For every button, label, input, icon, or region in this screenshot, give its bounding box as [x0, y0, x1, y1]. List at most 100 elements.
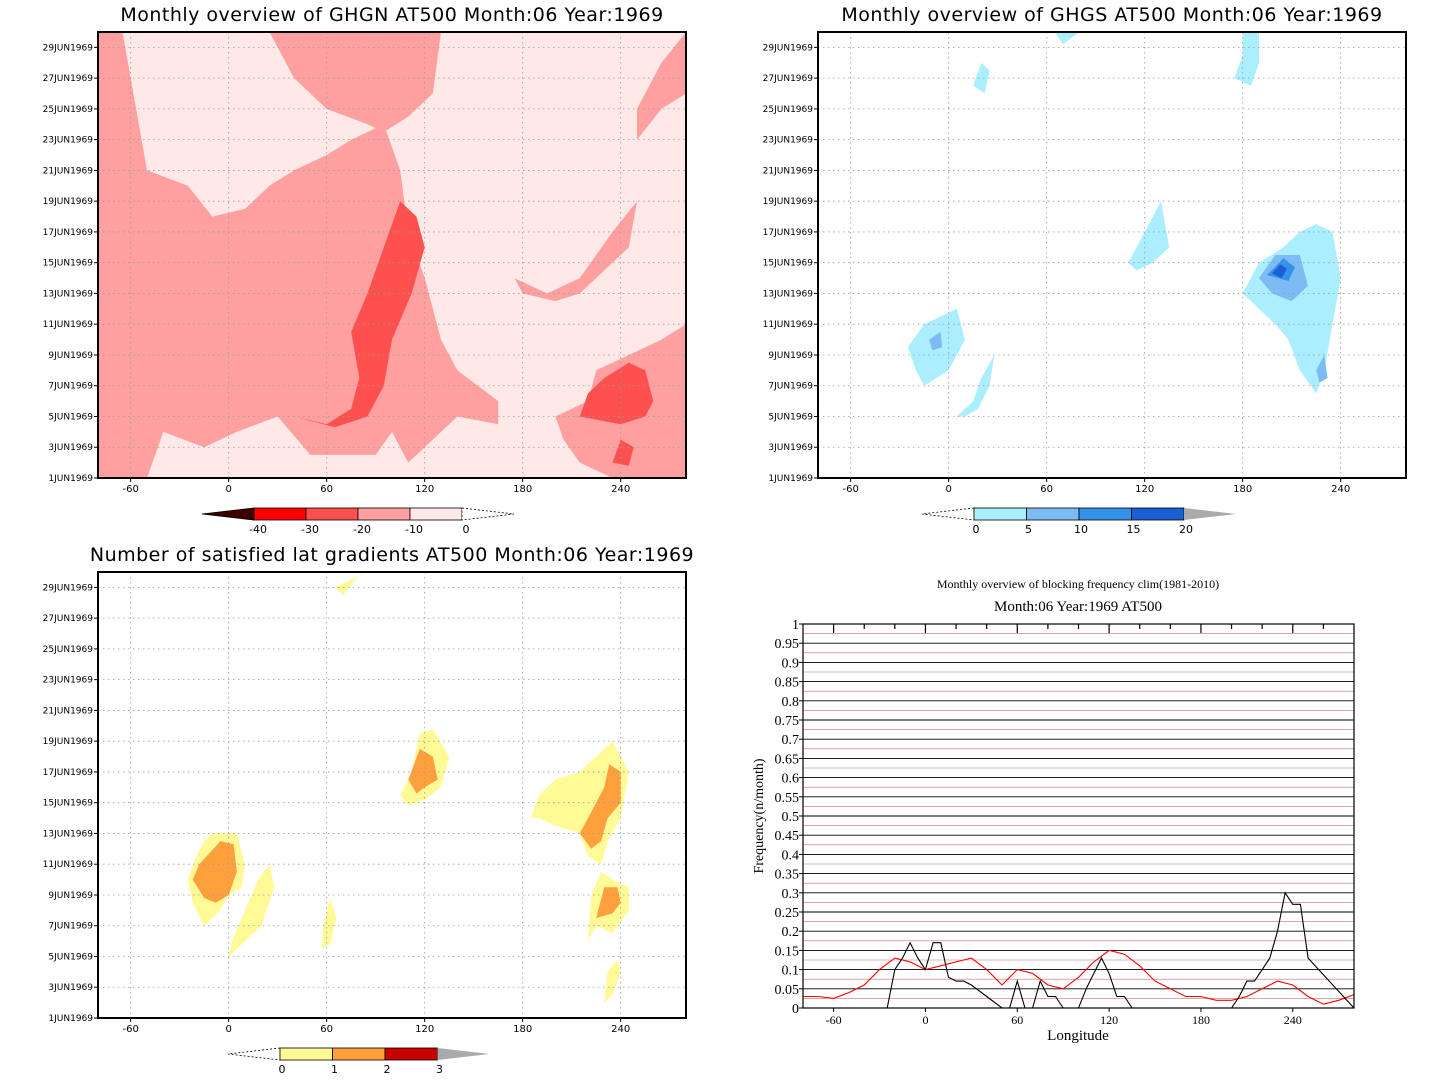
ghgn-colorbar-swatch — [409, 507, 463, 521]
grad-x-tick-label: 240 — [611, 1024, 630, 1035]
grad-contour-region — [192, 841, 237, 903]
ghgn-colorbar-swatch — [253, 507, 307, 521]
ghgn-contour-region — [269, 32, 441, 132]
blocking-y-tick-label: 1 — [792, 618, 799, 633]
ghgn-contour-region — [612, 439, 634, 466]
ghgs-colorbar-swatch — [973, 507, 1027, 521]
ghgs-colorbar: 0 5 10 15 20 — [921, 507, 1236, 536]
ghgs-colorbar-label: 15 — [1127, 523, 1141, 536]
blocking-x-tick-label: 120 — [1100, 1013, 1118, 1027]
ghgn-x-tick-label: 60 — [320, 484, 333, 495]
ghgn-y-tick-label: 9JUN1969 — [48, 351, 93, 361]
ghgn-y-tick-label: 1JUN1969 — [48, 474, 93, 484]
grad-colorbar-swatch — [279, 1047, 333, 1061]
ghgn-x-tick-label: 180 — [513, 484, 532, 495]
grad-y-tick-label: 29JUN1969 — [43, 583, 94, 593]
blocking-y-tick-label: 0.85 — [775, 676, 800, 691]
blocking-y-tick-label: 0.7 — [782, 733, 800, 748]
ghgn-colorbar-under — [201, 507, 255, 521]
ghgn-frame — [97, 31, 687, 479]
grad-y-tick-label: 15JUN1969 — [43, 799, 94, 809]
grad-y-tick-label: 23JUN1969 — [43, 676, 94, 686]
ghgn-y-tick-label: 15JUN1969 — [43, 259, 94, 269]
grad-colorbar-label: 1 — [331, 1063, 338, 1076]
blocking-y-tick-label: 0.6 — [782, 772, 800, 787]
ghgn-y-tick-label: 29JUN1969 — [43, 43, 94, 53]
ghgs-colorbar-label: 0 — [973, 523, 980, 536]
blocking-y-tick-label: 0.75 — [775, 714, 800, 729]
blocking-clim-series-line — [803, 949, 1355, 1005]
blocking-x-tick-label: 0 — [922, 1013, 928, 1027]
ghgn-colorbar-label: -40 — [249, 523, 267, 536]
gradients-colorbar: 0 1 2 3 — [227, 1047, 490, 1076]
ghgs-y-tick-label: 27JUN1969 — [763, 74, 814, 84]
blocking-x-tick-label: 180 — [1192, 1013, 1210, 1027]
ghgn-colorbar-label: 0 — [463, 523, 470, 536]
blocking-y-tick-label: 0.25 — [775, 906, 800, 921]
ghgn-colorbar-label: -20 — [353, 523, 371, 536]
ghgn-y-tick-label: 27JUN1969 — [43, 74, 94, 84]
ghgs-colorbar-label: 20 — [1179, 523, 1193, 536]
ghgn-chart-title: Monthly overview of GHGN AT500 Month:06 … — [120, 4, 663, 26]
ghgn-colorbar-swatch — [357, 507, 411, 521]
ghgs-x-tick-label: 60 — [1040, 484, 1053, 495]
ghgs-contour-region — [956, 355, 995, 417]
ghgs-colorbar-swatch — [1026, 507, 1080, 521]
grad-y-tick-label: 21JUN1969 — [43, 706, 94, 716]
ghgs-y-tick-label: 3JUN1969 — [768, 443, 813, 453]
grad-contour-region — [579, 764, 621, 849]
blocking-x-tick-label: 60 — [1011, 1013, 1023, 1027]
ghgn-x-tick-label: -60 — [122, 484, 138, 495]
blocking-y-tick-label: 0.9 — [782, 656, 800, 671]
grad-colorbar-label: 2 — [384, 1063, 391, 1076]
ghgs-y-tick-label: 7JUN1969 — [768, 382, 813, 392]
ghgs-y-tick-label: 23JUN1969 — [763, 136, 814, 146]
blocking-y-tick-label: 0.1 — [782, 964, 800, 979]
ghgs-colorbar-label: 5 — [1025, 523, 1032, 536]
ghgn-y-tick-label: 3JUN1969 — [48, 443, 93, 453]
ghgs-heatmap: 1JUN1969 3JUN1969 5JUN1969 7JUN1969 9JUN1969… — [763, 31, 1407, 495]
ghgn-y-tick-label: 17JUN1969 — [43, 228, 94, 238]
ghgs-y-tick-label: 9JUN1969 — [768, 351, 813, 361]
ghgs-colorbar-over — [1184, 508, 1236, 520]
blocking-y-tick-label: 0.5 — [782, 810, 800, 825]
ghgs-x-tick-label: 0 — [945, 484, 951, 495]
ghgn-y-tick-label: 5JUN1969 — [48, 412, 93, 422]
ghgn-colorbar-swatch — [305, 507, 359, 521]
blocking-y-tick-label: 0.95 — [775, 637, 800, 652]
ghgn-colorbar: -40 -30 -20 -10 0 — [201, 507, 515, 536]
grad-y-tick-label: 1JUN1969 — [48, 1014, 93, 1024]
ghgn-x-tick-label: 0 — [225, 484, 231, 495]
ghgs-frame — [817, 31, 1407, 479]
ghgn-contour-region — [514, 201, 637, 302]
blocking-y-tick-label: 0.45 — [775, 829, 800, 844]
grad-y-tick-label: 27JUN1969 — [43, 614, 94, 624]
ghgs-y-tick-label: 19JUN1969 — [763, 197, 814, 207]
ghgn-colorbar-label: -30 — [301, 523, 319, 536]
blocking-y-tick-label: 0.15 — [775, 944, 800, 959]
blocking-y-axis-label: Frequency(n/month) — [752, 758, 767, 873]
grad-y-tick-label: 3JUN1969 — [48, 983, 93, 993]
grad-colorbar-swatch — [384, 1047, 438, 1061]
blocking-line-chart: 0 0.05 0.1 0.15 0.2 0.25 0.3 0.35 0.4 0.45 0.5 0.55… — [752, 618, 1355, 1044]
ghgs-contour-region — [1234, 32, 1259, 86]
ghgn-x-tick-label: 240 — [611, 484, 630, 495]
ghgn-colorbar-over — [461, 507, 515, 521]
blocking-chart-title: Monthly overview of blocking frequency c… — [937, 577, 1219, 591]
grad-y-tick-label: 11JUN1969 — [43, 860, 94, 870]
grad-colorbar-label: 0 — [279, 1063, 286, 1076]
grad-contour-region — [604, 959, 621, 1003]
blocking-x-tick-label: 240 — [1284, 1013, 1302, 1027]
ghgn-y-tick-label: 13JUN1969 — [43, 289, 94, 299]
grad-contour-region — [596, 887, 621, 918]
grad-contour-region — [334, 572, 368, 596]
blocking-y-tick-label: 0.4 — [782, 848, 800, 863]
ghgs-y-tick-label: 29JUN1969 — [763, 43, 814, 53]
grad-x-tick-label: 120 — [415, 1024, 434, 1035]
grad-contour-region — [228, 864, 275, 957]
blocking-chart-subtitle: Month:06 Year:1969 AT500 — [994, 599, 1162, 615]
blocking-y-tick-label: 0 — [792, 1002, 799, 1017]
ghgs-y-tick-label: 21JUN1969 — [763, 166, 814, 176]
blocking-y-tick-label: 0.55 — [775, 791, 800, 806]
